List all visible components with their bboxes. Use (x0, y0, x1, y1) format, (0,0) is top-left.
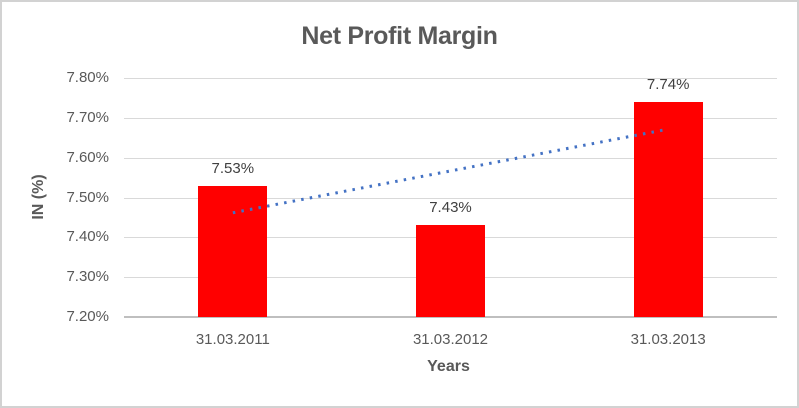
x-category-label: 31.03.2013 (630, 331, 706, 348)
y-tick-label: 7.30% (66, 268, 109, 286)
y-tick-label: 7.50% (66, 188, 109, 206)
x-category-label: 31.03.2011 (195, 331, 270, 348)
y-tick-label: 7.60% (66, 148, 109, 166)
value-label: 7.43% (429, 199, 472, 217)
value-label: 7.74% (646, 75, 690, 93)
value-label: 7.53% (211, 159, 255, 177)
bar (416, 225, 485, 317)
bar (198, 185, 268, 317)
x-category-label: 31.03.2012 (412, 331, 489, 348)
bar (633, 101, 703, 317)
y-tick-label: 7.20% (66, 308, 109, 325)
y-axis-title: IN (%) (30, 174, 47, 220)
gridline (124, 117, 777, 119)
x-axis-title: Years (427, 358, 470, 375)
x-axis-line (124, 316, 777, 318)
y-tick-label: 7.80% (66, 69, 109, 86)
gridline (124, 78, 777, 79)
y-tick-label: 7.40% (66, 228, 109, 246)
y-tick-label: 7.70% (66, 108, 109, 126)
chart-title: Net Profit Margin (301, 22, 498, 50)
